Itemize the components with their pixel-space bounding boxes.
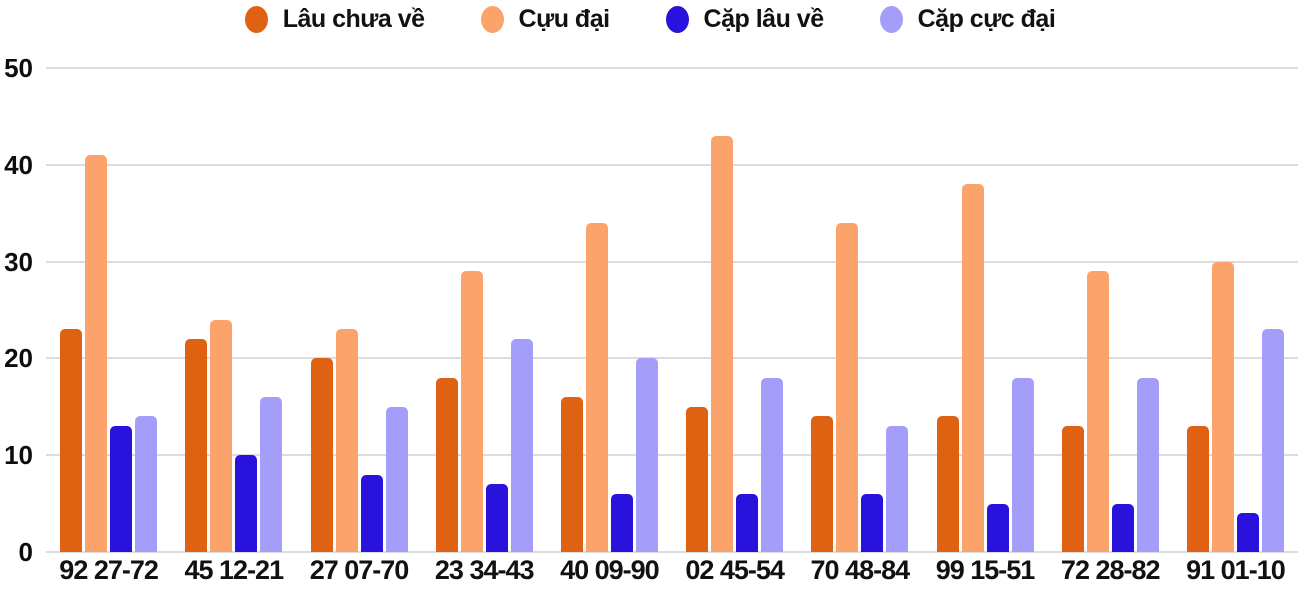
x-axis-category-label: 99 15-51 [935, 555, 1036, 585]
bar [260, 397, 283, 552]
x-axis-category-label: 92 27-72 [59, 555, 159, 585]
x-axis-category-label: 70 48-84 [810, 555, 911, 585]
x-axis-labels: 92 27-72 45 12-21 27 07-70 23 34-43 40 09-90… [46, 555, 1298, 586]
legend-item: Cựu đại [480, 5, 611, 34]
gridline [46, 260, 1298, 263]
bar [510, 339, 533, 552]
x-axis-category-label: 91 01-10 [1186, 555, 1286, 585]
bar [60, 329, 83, 552]
bar [85, 155, 108, 552]
bar [1011, 377, 1034, 552]
bar [811, 416, 834, 552]
bar [185, 339, 208, 552]
bar [135, 416, 158, 552]
gridline [46, 163, 1298, 166]
bar [310, 358, 333, 552]
bar [335, 329, 358, 552]
legend-label: Lâu chưa về [282, 5, 425, 33]
bar-group [797, 68, 922, 552]
bar [210, 319, 233, 552]
bar [836, 222, 859, 552]
bar [761, 377, 784, 552]
bar [1061, 426, 1084, 552]
bar [635, 358, 658, 552]
bar [385, 406, 408, 552]
bar [1261, 329, 1284, 552]
gridline [46, 67, 1298, 69]
bar-group [1048, 68, 1173, 552]
x-axis-category-label: 27 07-70 [309, 555, 410, 585]
bar [610, 493, 633, 552]
bar [711, 135, 734, 552]
bar-group [296, 68, 421, 552]
bar [886, 426, 909, 552]
legend-label: Cặp lâu về [703, 5, 825, 33]
bar [560, 397, 583, 552]
bar [1086, 271, 1109, 552]
bar [861, 493, 884, 552]
y-axis-tick-label: 20 [4, 343, 33, 374]
legend-marker-icon [244, 6, 268, 33]
legend-item: Cặp lâu về [665, 5, 825, 34]
bar [736, 493, 759, 552]
legend-label: Cặp cực đại [917, 5, 1056, 33]
legend-label: Cựu đại [518, 5, 611, 33]
bar [235, 455, 258, 552]
bar [1211, 261, 1234, 552]
y-axis-tick-label: 50 [4, 53, 33, 83]
bar [585, 222, 608, 552]
x-axis-category-label: 23 34-43 [434, 555, 535, 585]
bar-group [171, 68, 296, 552]
x-axis-category-label: 40 09-90 [560, 555, 660, 585]
bar [961, 184, 984, 552]
bar [686, 406, 709, 552]
chart-legend: Lâu chưa về Cựu đại Cặp lâu về Cặp cực đại [0, 5, 1300, 34]
bar-groups [46, 68, 1298, 552]
y-axis-tick-label: 0 [18, 537, 33, 567]
x-axis-category-label: 45 12-21 [184, 555, 285, 585]
bar [1111, 503, 1134, 552]
bar [1136, 377, 1159, 552]
bar-group [547, 68, 672, 552]
legend-item: Cặp cực đại [879, 5, 1056, 34]
legend-marker-icon [879, 6, 903, 33]
bar [1236, 513, 1259, 552]
bar [460, 271, 483, 552]
legend-marker-icon [665, 6, 689, 33]
bar [1186, 426, 1209, 552]
bar-group [46, 68, 171, 552]
y-axis-tick-label: 40 [4, 149, 33, 180]
plot-area: 0 10 20 30 40 50 [4, 55, 1298, 565]
x-axis-category-label: 02 45-54 [685, 555, 785, 585]
bar-group [922, 68, 1047, 552]
gridline [46, 454, 1298, 457]
bar-group [1173, 68, 1298, 552]
bar [360, 474, 383, 552]
x-axis-category-label: 72 28-82 [1060, 555, 1161, 585]
legend-marker-icon [480, 6, 504, 33]
y-axis-tick-label: 30 [4, 246, 33, 277]
gridline [46, 357, 1298, 360]
bar [435, 377, 458, 552]
bar [485, 484, 508, 552]
legend-item: Lâu chưa về [244, 5, 425, 34]
gridline [46, 551, 1298, 553]
y-axis-tick-label: 10 [4, 440, 33, 471]
bar-group [422, 68, 547, 552]
bar [110, 426, 133, 552]
bar [936, 416, 959, 552]
bar [986, 503, 1009, 552]
bar-group [672, 68, 797, 552]
